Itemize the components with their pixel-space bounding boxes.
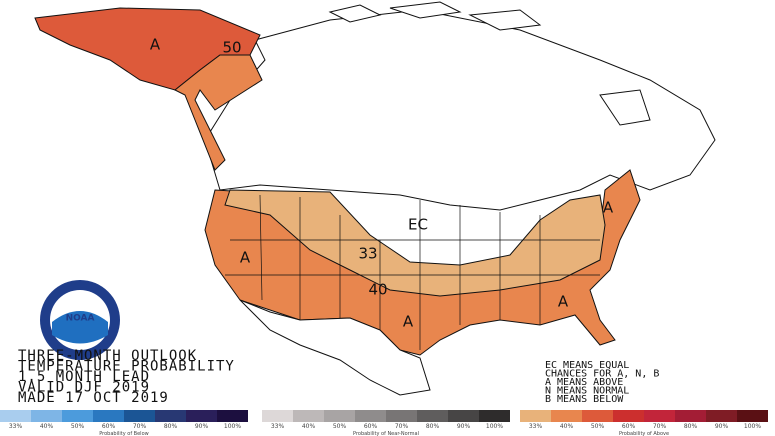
swatch-label: 60% (622, 423, 636, 430)
swatch-label: 70% (133, 423, 147, 430)
swatch-label: 80% (684, 423, 698, 430)
swatch-label: 40% (302, 423, 316, 430)
swatch-label: 70% (653, 423, 667, 430)
swatch-label: 33% (271, 423, 285, 430)
swatch-label: 33% (9, 423, 23, 430)
swatch-label: 100% (744, 423, 761, 430)
color-swatch (62, 410, 93, 422)
state-lines (225, 194, 600, 350)
color-swatch (324, 410, 355, 422)
swatch-label: 50% (591, 423, 605, 430)
swatch-label: 60% (364, 423, 378, 430)
title-line: TEMPERATURE PROBABILITY (18, 359, 235, 375)
swatch-label: 60% (102, 423, 116, 430)
color-swatch (479, 410, 510, 422)
swatch-label: 40% (560, 423, 574, 430)
map-label: A (240, 249, 251, 267)
map-label: 33 (358, 245, 377, 263)
color-swatch (262, 410, 293, 422)
map-label: 50 (222, 39, 241, 57)
color-swatch (0, 410, 31, 422)
alaska-above-40 (174, 54, 263, 171)
map-label: A (603, 199, 614, 217)
swatch-label: 70% (395, 423, 409, 430)
color-swatch (737, 410, 768, 422)
map-label: A (150, 36, 161, 54)
color-swatch (93, 410, 124, 422)
color-swatch (644, 410, 675, 422)
swatch-label: 50% (333, 423, 347, 430)
color-swatch (355, 410, 386, 422)
map-label: A (558, 293, 569, 311)
note-line: B MEANS BELOW (545, 394, 624, 405)
color-swatch (448, 410, 479, 422)
swatch-label: 33% (529, 423, 543, 430)
mexico (239, 299, 431, 396)
title-line: VALID DJF 2019 (18, 380, 150, 396)
color-swatch (293, 410, 324, 422)
color-swatch (675, 410, 706, 422)
note-line: A MEANS ABOVE (545, 377, 623, 388)
title-line: MADE 17 OCT 2019 (18, 390, 169, 406)
swatch-label: 90% (457, 423, 471, 430)
map-label: EC (408, 216, 428, 234)
note-line: EC MEANS EQUAL (545, 360, 629, 371)
swatch-label: 80% (426, 423, 440, 430)
canada-islands (328, 1, 651, 126)
logo-text: NOAA (66, 314, 95, 324)
title-line: THREE-MONTH OUTLOOK (18, 348, 197, 364)
swatch-label: 40% (40, 423, 54, 430)
color-swatch (582, 410, 613, 422)
color-swatch (520, 410, 551, 422)
color-swatch (217, 410, 248, 422)
land (204, 1, 716, 211)
color-swatch (417, 410, 448, 422)
color-swatch (386, 410, 417, 422)
swatch-label: 80% (164, 423, 178, 430)
canada (204, 9, 716, 211)
color-swatch (186, 410, 217, 422)
color-swatch (613, 410, 644, 422)
swatch-label: 100% (224, 423, 241, 430)
color-swatch (155, 410, 186, 422)
legend-caption: Probability of Above (619, 431, 669, 436)
swatch-label: 90% (715, 423, 729, 430)
swatch-label: 50% (71, 423, 85, 430)
legend-caption: Probability of Near-Normal (353, 431, 419, 436)
noaa-logo: NOAA (40, 280, 120, 360)
swatch-label: 90% (195, 423, 209, 430)
map-label: A (403, 313, 414, 331)
color-swatch (551, 410, 582, 422)
map-label: 40 (368, 281, 387, 299)
color-swatch (706, 410, 737, 422)
swatch-label: 100% (486, 423, 503, 430)
us-above-33 (224, 189, 606, 297)
note-line: CHANCES FOR A, N, B (545, 369, 659, 380)
legend-caption: Probability of Below (99, 431, 148, 436)
title-line: 1.5 MONTH LEAD (18, 369, 150, 385)
color-swatch (31, 410, 62, 422)
color-swatch (124, 410, 155, 422)
note-line: N MEANS NORMAL (545, 386, 629, 397)
